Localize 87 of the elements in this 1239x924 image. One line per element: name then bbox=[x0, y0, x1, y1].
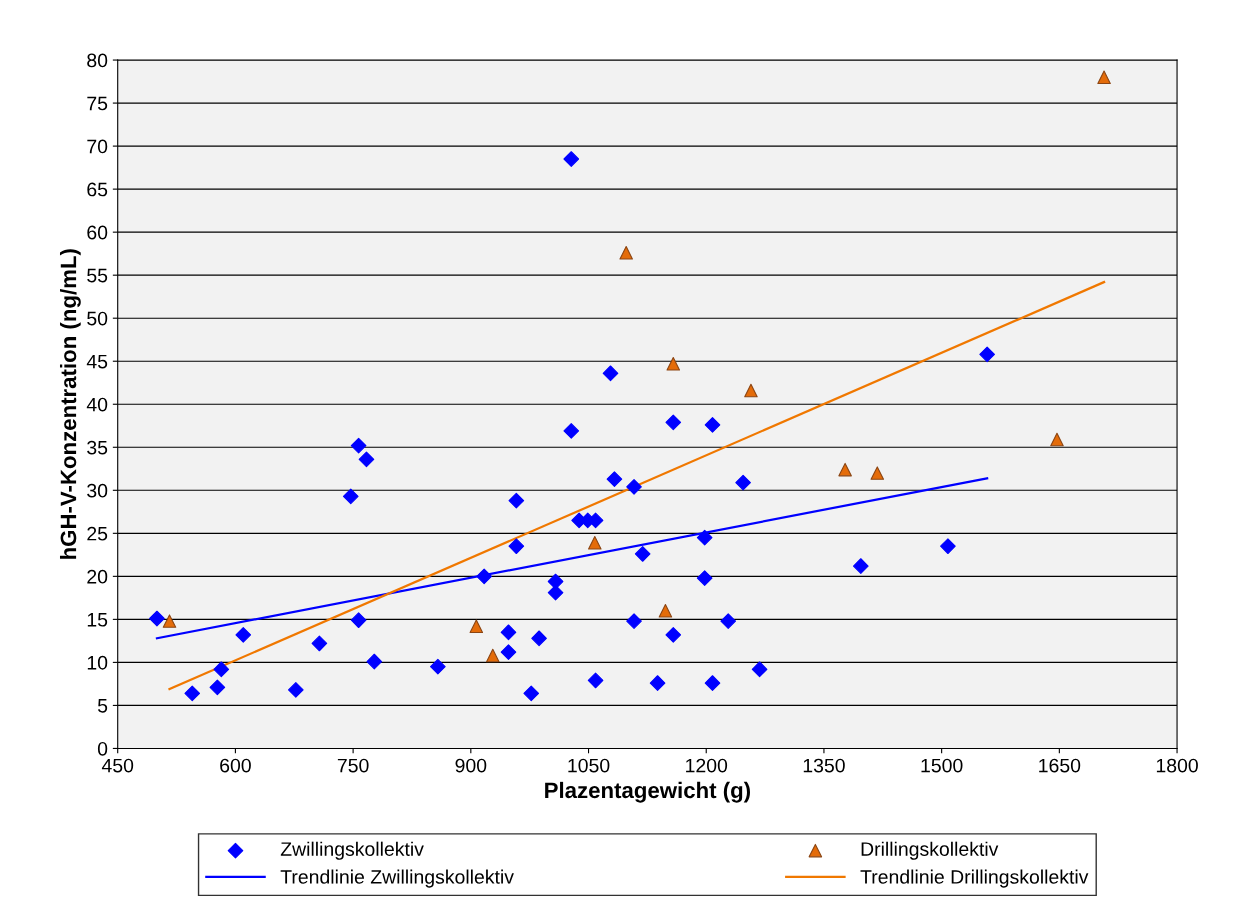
point bbox=[184, 685, 201, 702]
y-tick-label: 0 bbox=[97, 741, 108, 756]
point bbox=[531, 630, 547, 647]
point bbox=[940, 538, 956, 555]
x-tick-label: 1500 bbox=[921, 758, 963, 773]
x-tick-label: 450 bbox=[101, 758, 134, 773]
y-tick-label: 65 bbox=[87, 182, 108, 197]
point bbox=[658, 603, 673, 618]
point bbox=[606, 471, 623, 487]
y-tick-label: 5 bbox=[97, 699, 108, 713]
point bbox=[547, 573, 564, 590]
y-tick-label: 40 bbox=[86, 397, 108, 412]
point bbox=[342, 488, 359, 505]
y-tick-label: 35 bbox=[87, 440, 108, 455]
point bbox=[366, 653, 383, 670]
point bbox=[852, 558, 869, 574]
x-tick-label: 1650 bbox=[1039, 758, 1081, 773]
point bbox=[1097, 70, 1111, 85]
point bbox=[430, 658, 446, 675]
point bbox=[213, 661, 230, 678]
point bbox=[735, 474, 751, 491]
y-tick-label: 55 bbox=[87, 268, 108, 283]
legend-label: Zwillingskollektiv bbox=[280, 841, 424, 860]
point bbox=[476, 568, 492, 585]
point bbox=[523, 685, 540, 702]
point bbox=[500, 644, 517, 660]
point bbox=[665, 627, 682, 643]
x-tick-label: 1200 bbox=[686, 758, 728, 773]
point bbox=[500, 624, 517, 641]
point bbox=[666, 357, 681, 371]
point bbox=[287, 682, 304, 698]
y-tick-label: 10 bbox=[87, 655, 108, 670]
point bbox=[634, 546, 651, 562]
point bbox=[602, 365, 619, 382]
x-tick-label: 1800 bbox=[1156, 758, 1198, 773]
point bbox=[649, 675, 666, 691]
point bbox=[486, 648, 500, 663]
y-tick-label: 15 bbox=[87, 613, 108, 627]
y-tick-label: 45 bbox=[86, 354, 108, 369]
point bbox=[696, 529, 713, 546]
y-tick-label: 80 bbox=[87, 53, 108, 68]
legend-label: Trendlinie Drillingskollektiv bbox=[860, 869, 1089, 888]
point bbox=[751, 661, 768, 678]
y-tick-label: 70 bbox=[87, 139, 108, 154]
point bbox=[838, 462, 852, 477]
x-tick-label: 900 bbox=[455, 758, 487, 773]
point bbox=[870, 466, 885, 480]
x-tick-label: 1050 bbox=[568, 758, 610, 773]
point bbox=[311, 635, 328, 652]
point bbox=[162, 614, 177, 628]
legend-label: Drillingskollektiv bbox=[861, 841, 999, 860]
point bbox=[469, 619, 484, 634]
y-tick-label: 50 bbox=[87, 311, 108, 326]
x-axis-title: Plazentagewicht (g) bbox=[545, 781, 750, 803]
point bbox=[149, 610, 165, 627]
point bbox=[626, 479, 642, 495]
point bbox=[704, 675, 721, 691]
y-axis-title: hGH-V-Konzentration (ng/mL) bbox=[59, 249, 81, 559]
point bbox=[744, 383, 758, 398]
point bbox=[563, 423, 580, 439]
point bbox=[358, 451, 375, 468]
point bbox=[588, 536, 602, 550]
point bbox=[979, 346, 995, 363]
point bbox=[619, 246, 633, 260]
y-tick-label: 30 bbox=[87, 483, 108, 498]
x-tick-label: 1350 bbox=[803, 758, 845, 773]
point bbox=[235, 627, 252, 643]
point bbox=[704, 417, 721, 433]
x-tick-label: 750 bbox=[337, 758, 369, 773]
y-tick-label: 60 bbox=[87, 225, 108, 240]
point bbox=[350, 437, 367, 454]
point bbox=[696, 570, 713, 586]
point bbox=[508, 492, 525, 509]
point bbox=[563, 151, 580, 167]
y-tick-label: 20 bbox=[87, 569, 108, 584]
point bbox=[665, 414, 682, 431]
point bbox=[508, 538, 525, 555]
y-tick-label: 75 bbox=[87, 96, 108, 111]
legend-label: Trendlinie Zwillingskollektiv bbox=[280, 869, 514, 888]
point bbox=[209, 679, 226, 696]
point bbox=[720, 613, 737, 629]
x-tick-label: 600 bbox=[220, 758, 251, 773]
point bbox=[1050, 432, 1064, 447]
point bbox=[350, 612, 367, 629]
point bbox=[587, 672, 604, 689]
point bbox=[626, 613, 642, 629]
y-tick-label: 25 bbox=[87, 526, 108, 541]
